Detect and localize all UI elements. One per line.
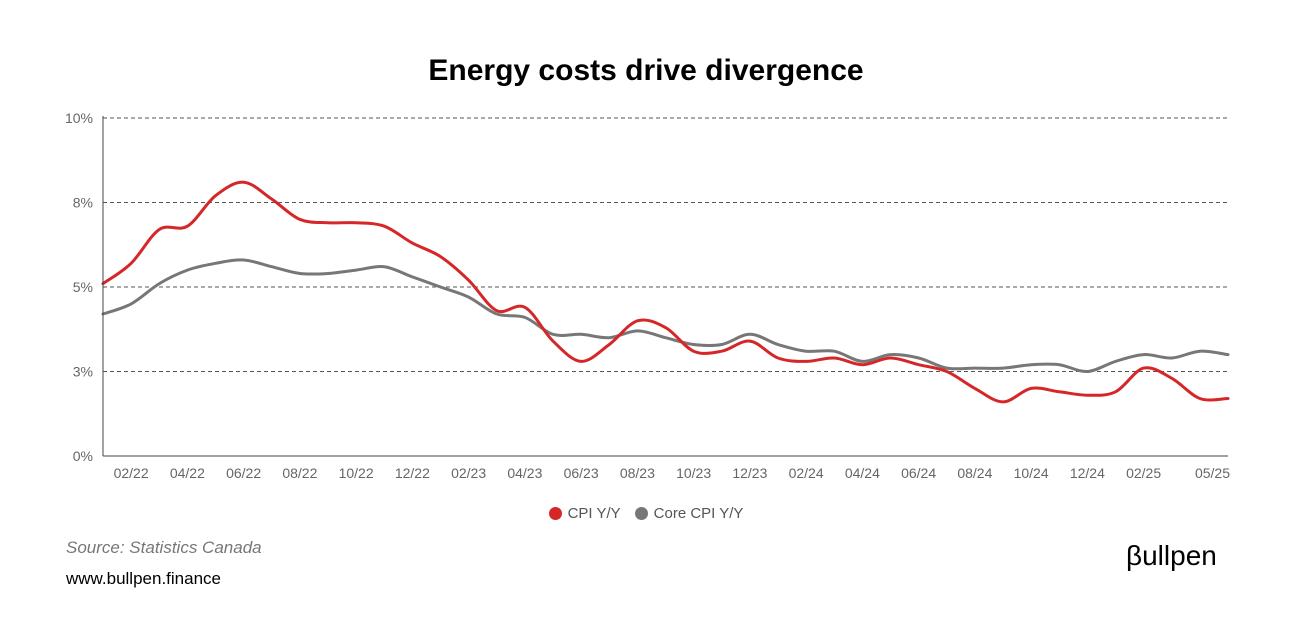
core-cpi-line — [101, 258, 1230, 374]
x-tick-label: 06/24 — [901, 465, 936, 481]
x-tick-label: 06/22 — [226, 465, 261, 481]
y-tick-label: 10% — [65, 110, 93, 126]
cpi-line — [101, 180, 1230, 404]
x-tick-label: 04/23 — [507, 465, 542, 481]
x-tick-label: 08/23 — [620, 465, 655, 481]
x-tick-label: 02/22 — [114, 465, 149, 481]
y-tick-label: 5% — [73, 279, 93, 295]
cpi-legend-label: CPI Y/Y — [567, 505, 621, 522]
x-tick-label: 05/25 — [1195, 465, 1230, 481]
x-tick-label: 02/23 — [451, 465, 486, 481]
legend-item-core-cpi[interactable]: Core CPI Y/Y — [634, 505, 744, 522]
y-tick-label: 8% — [73, 195, 93, 211]
legend: CPI Y/Y Core CPI Y/Y — [0, 505, 1292, 522]
bullpen-logo: βullpen — [1126, 540, 1217, 571]
x-tick-label: 12/24 — [1070, 465, 1105, 481]
series-lines — [101, 180, 1230, 404]
y-tick-label: 3% — [73, 364, 93, 380]
cpi-legend-marker — [548, 507, 562, 520]
core-cpi-legend-label: Core CPI Y/Y — [653, 505, 744, 522]
x-tick-label: 08/24 — [957, 465, 992, 481]
x-tick-label: 10/23 — [676, 465, 711, 481]
x-axis-ticks: 02/22 04/22 06/22 08/22 10/22 12/22 02/23 04/23… — [114, 465, 1231, 481]
x-tick-label: 08/22 — [282, 465, 317, 481]
core-cpi-legend-marker — [634, 507, 648, 520]
website-link[interactable]: www.bullpen.finance — [66, 569, 221, 588]
x-tick-label: 02/25 — [1126, 465, 1161, 481]
line-chart: 0% 3% 5% 8% 10% 02/22 04/22 06/22 08/22 10/22 12/… — [65, 110, 1231, 481]
grid-lines — [103, 117, 1228, 372]
legend-item-cpi[interactable]: CPI Y/Y — [548, 505, 621, 522]
x-tick-label: 12/23 — [732, 465, 767, 481]
x-tick-label: 10/24 — [1014, 465, 1049, 481]
source-note: Source: Statistics Canada — [66, 538, 262, 557]
x-tick-label: 02/24 — [789, 465, 824, 481]
x-tick-label: 04/22 — [170, 465, 205, 481]
x-tick-label: 10/22 — [339, 465, 374, 481]
y-tick-label: 0% — [73, 448, 93, 464]
x-tick-label: 04/24 — [845, 465, 880, 481]
y-axis-ticks: 0% 3% 5% 8% 10% — [65, 110, 93, 464]
x-tick-label: 06/23 — [564, 465, 599, 481]
chart-title: Energy costs drive divergence — [428, 54, 864, 87]
x-tick-label: 12/22 — [395, 465, 430, 481]
